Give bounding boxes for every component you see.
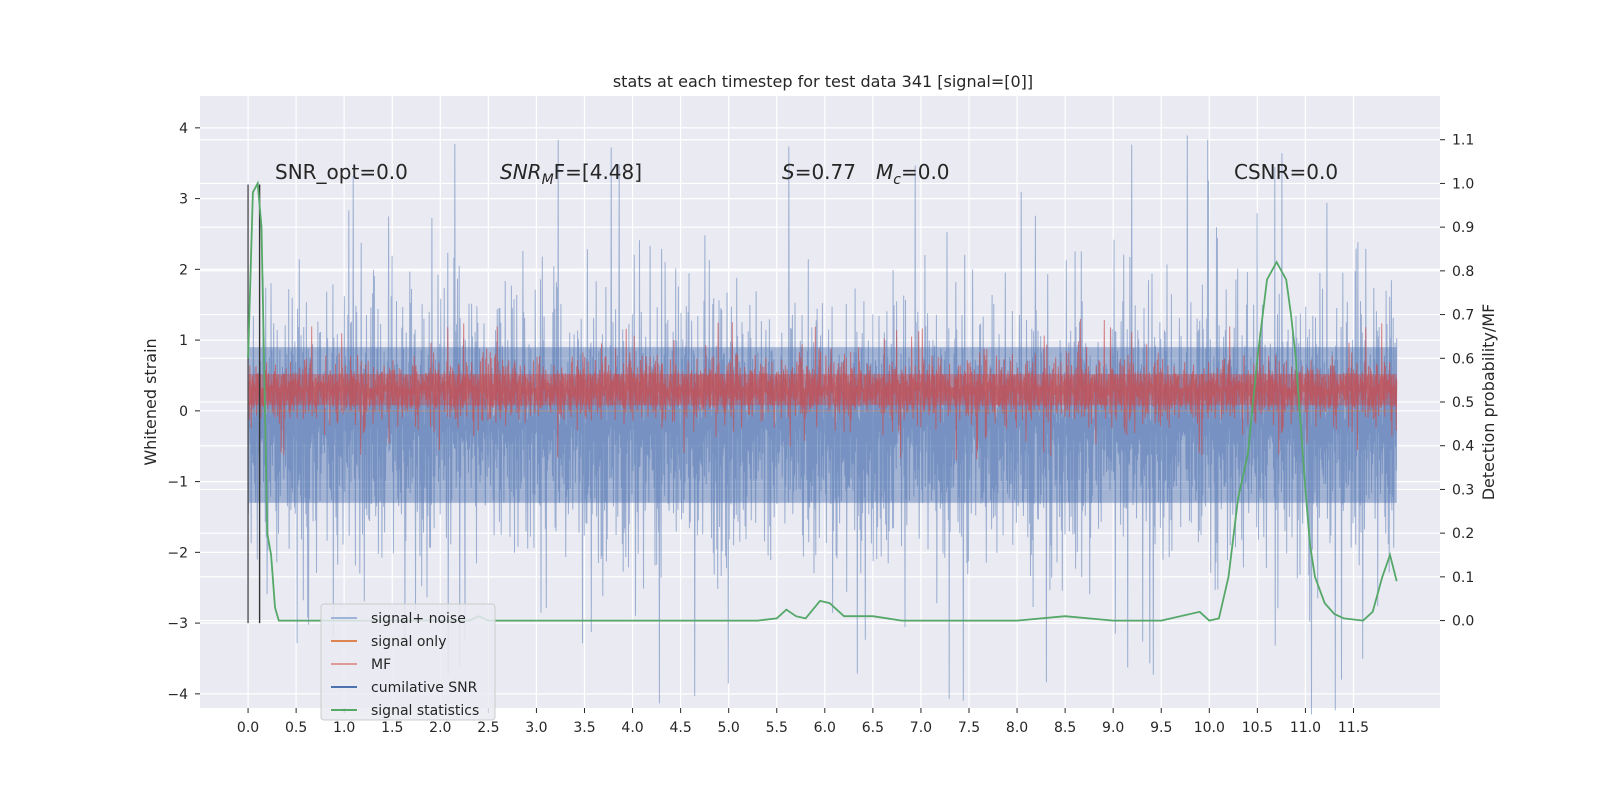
y-right-tick-label: 0.1 [1452,570,1474,586]
y-axis-left-label: Whitened strain [141,338,160,465]
x-tick-label: 8.5 [1054,720,1076,736]
annotation-text: Mc=0.0 [876,160,950,188]
y-right-tick-label: 0.3 [1452,482,1474,498]
legend-box [320,603,496,721]
x-tick-label: 10.5 [1242,720,1273,736]
x-tick-label: 7.0 [910,720,932,736]
legend-entry: cumilative SNR [371,680,478,696]
x-tick-label: 5.0 [718,720,740,736]
legend-entry: signal statistics [371,703,479,719]
annotations: SNR_opt=0.0 SNRMF=[4.48] S=0.77 Mc=0.0 CSNR=… [275,160,1338,188]
y-right-tick-label: 0.2 [1452,526,1474,542]
x-tick-label: 3.0 [525,720,547,736]
mf-band-core [248,374,1397,406]
annotation-text: SNRMF=[4.48] [500,160,642,188]
legend: signal+ noise signal only MF cumilative SNR… [320,603,496,721]
x-tick-label: 9.5 [1150,720,1172,736]
annotation-text: CSNR=0.0 [1234,160,1338,184]
y-tick-label: 1 [179,333,188,349]
y-axis-right-label: Detection probability/MF [1479,304,1498,501]
chart-title: stats at each timestep for test data 341… [613,72,1033,91]
legend-entry: MF [371,657,391,673]
legend-entry: signal only [371,634,446,650]
x-tick-label: 5.5 [766,720,788,736]
y-right-tick-label: 1.1 [1452,133,1474,149]
x-tick-label: 7.5 [958,720,980,736]
x-tick-label: 4.0 [621,720,643,736]
legend-entry: signal+ noise [371,611,466,627]
noise-bands [247,135,1398,715]
y-tick-label: 0 [179,404,188,420]
x-axis-ticks: 0.0 0.5 1.0 1.5 2.0 2.5 3.0 3.5 4.0 4.5 5.0 5.5 6.0 6… [237,708,1369,736]
y-tick-label: −1 [167,475,188,491]
x-tick-label: 0.0 [237,720,259,736]
y-right-tick-label: 0.5 [1452,395,1474,411]
series-line-mf [247,318,1398,461]
y-right-tick-label: 0.8 [1452,264,1474,280]
x-tick-label: 8.0 [1006,720,1028,736]
x-tick-label: 10.0 [1194,720,1225,736]
x-tick-label: 1.0 [333,720,355,736]
x-tick-label: 0.5 [285,720,307,736]
annotation-text: SNR_opt=0.0 [275,160,408,184]
y-right-tick-label: 0.6 [1452,351,1474,367]
x-tick-label: 6.5 [862,720,884,736]
y-right-tick-label: 1.0 [1452,176,1474,192]
y-tick-label: 4 [179,121,188,137]
x-tick-label: 9.0 [1102,720,1124,736]
y-axis-left-ticks: −4 −3 −2 −1 0 1 2 3 4 [167,121,200,703]
x-tick-label: 11.0 [1290,720,1321,736]
y-tick-label: −2 [167,545,188,561]
y-right-tick-label: 0.9 [1452,220,1474,236]
y-right-tick-label: 0.4 [1452,439,1474,455]
y-right-tick-label: 0.0 [1452,614,1474,630]
x-tick-label: 2.0 [429,720,451,736]
y-axis-right-ticks: 0.0 0.1 0.2 0.3 0.4 0.5 0.6 0.7 0.8 0.9 1.0 1.1 [1440,133,1474,630]
x-tick-label: 2.5 [477,720,499,736]
y-tick-label: 3 [179,192,188,208]
vertical-markers [247,184,261,624]
y-tick-label: −3 [167,616,188,632]
annotation-text: S=0.77 [782,160,856,184]
x-tick-label: 4.5 [669,720,691,736]
y-tick-label: 2 [179,262,188,278]
y-tick-label: −4 [167,687,188,703]
x-tick-label: 6.0 [814,720,836,736]
x-tick-label: 3.5 [573,720,595,736]
x-tick-label: 1.5 [381,720,403,736]
x-tick-label: 11.5 [1338,720,1369,736]
y-right-tick-label: 0.7 [1452,308,1474,324]
